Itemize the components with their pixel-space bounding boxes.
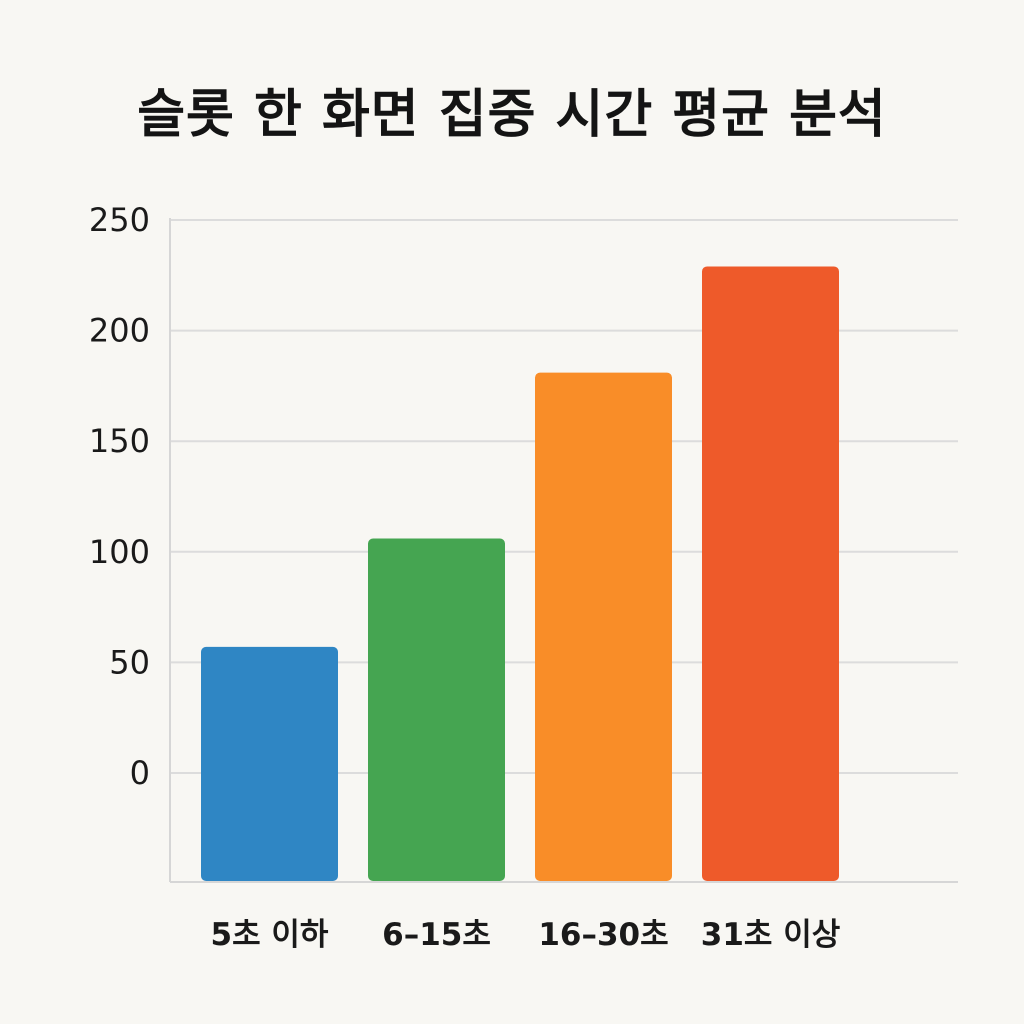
y-tick-label: 250	[89, 201, 150, 239]
x-category-label: 6–15초	[382, 917, 491, 953]
bar	[702, 266, 839, 881]
x-category-label: 31초 이상	[701, 917, 841, 953]
x-category-label: 16–30초	[538, 917, 668, 953]
y-tick-label: 150	[89, 422, 150, 460]
x-category-label: 5초 이하	[211, 917, 329, 953]
bar	[201, 646, 338, 881]
y-tick-labels: 0 50 100 150 200 250	[89, 201, 150, 792]
y-tick-label: 100	[89, 533, 150, 571]
y-tick-label: 200	[89, 312, 150, 350]
y-tick-label: 50	[109, 643, 150, 681]
y-tick-label: 0	[130, 754, 150, 792]
bar	[535, 372, 672, 881]
bars	[201, 266, 839, 881]
x-category-labels: 5초 이하 6–15초 16–30초 31초 이상	[211, 917, 841, 953]
chart-title: 슬롯 한 화면 집중 시간 평균 분석	[137, 85, 887, 145]
bar	[368, 538, 505, 881]
